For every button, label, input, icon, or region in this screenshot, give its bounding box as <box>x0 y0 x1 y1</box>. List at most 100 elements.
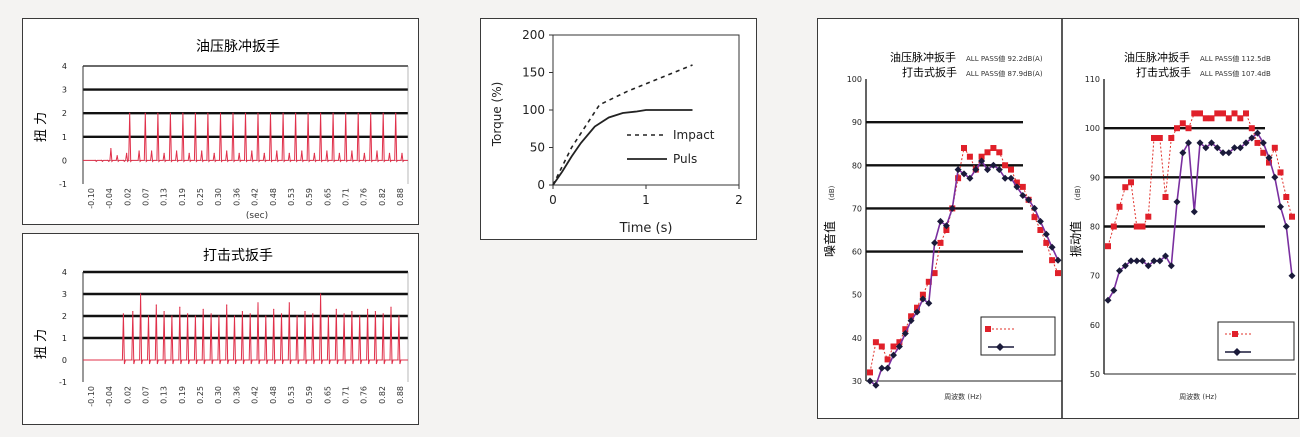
pulse-peak-point <box>282 112 284 114</box>
y-tick-label: 0 <box>62 356 67 365</box>
vibration-legend-name-2: 打击式扳手 <box>1136 65 1191 79</box>
y-axis-label: Torque (%) <box>490 82 504 148</box>
vibration-y-axis-label: 振动值 <box>1068 221 1083 257</box>
black-series-point <box>1173 198 1181 206</box>
pulse-peak-point <box>233 315 236 317</box>
pulse-peak-point <box>367 308 369 310</box>
oil-pulse-chart: 油压脉冲扳手 扭 力 4 3 2 1 0 -1 -0.10 -0.04 0.02 0.07 0.1… <box>34 39 409 221</box>
x-ticks: -0.10 -0.04 0.02 0.07 0.13 0.19 0.25 0.30 0.36 0.… <box>87 386 405 407</box>
pulse-peak-point <box>100 159 103 161</box>
black-series-point <box>872 381 880 389</box>
red-series-point <box>1168 135 1175 141</box>
red-series-point <box>1008 166 1014 173</box>
pulse-peak-point <box>176 150 178 152</box>
black-series-point <box>984 166 991 174</box>
x-tick-label: 0.30 <box>214 386 223 404</box>
pulse-peak-point <box>359 315 361 317</box>
x-tick-label: -0.10 <box>87 386 96 407</box>
y-tick-label: 3 <box>62 86 67 95</box>
x-tick-label: 0.36 <box>232 188 241 206</box>
pulse-peak-point <box>390 306 392 308</box>
black-series-point <box>1007 174 1015 182</box>
puls-series-line <box>552 109 693 186</box>
black-series-point <box>1265 154 1273 162</box>
y-tick-label: 0 <box>62 156 67 165</box>
red-series-point <box>1191 110 1198 117</box>
pulse-peak-point <box>116 155 118 157</box>
pulse-series-line <box>83 113 408 163</box>
red-series-point <box>925 278 932 285</box>
vibration-legend-red-marker <box>1232 331 1238 337</box>
black-series-point <box>1259 139 1267 147</box>
pulse-peak-point <box>226 304 228 306</box>
red-series-point <box>1174 125 1180 132</box>
pulse-peak-point <box>320 112 322 114</box>
black-series-point <box>1277 203 1284 211</box>
red-series-point <box>1254 139 1261 146</box>
pulse-peak-point <box>304 311 306 313</box>
red-series-point <box>890 343 897 350</box>
black-series-point <box>1116 267 1123 275</box>
y-tick-label: -1 <box>59 378 67 387</box>
pulse-peak-point <box>138 150 140 152</box>
pulse-peak-point <box>320 293 322 295</box>
black-series-point <box>1225 149 1233 157</box>
black-series-point <box>1013 183 1021 191</box>
black-series-point <box>931 239 939 247</box>
pulse-peak-point <box>382 112 384 114</box>
noise-vibration-panel: 油压脉冲扳手 ALL PASS値 92.2dB(A) 打击式扳手 ALL PAS… <box>817 18 1299 419</box>
noise-y-axis-label: 噪音值 <box>822 221 837 257</box>
black-series-point <box>1213 144 1221 152</box>
y-tick-label: 2 <box>62 109 67 118</box>
red-series-point <box>984 149 991 156</box>
pulse-peak-point <box>207 112 209 114</box>
black-series-point <box>1190 208 1198 216</box>
pulse-peak-point <box>307 112 309 114</box>
black-series-point <box>995 166 1003 174</box>
red-series-point <box>1289 213 1295 220</box>
red-series-point <box>1214 110 1221 117</box>
red-series-point <box>1116 203 1123 210</box>
x-tick-label: 0.48 <box>269 188 278 206</box>
pulse-peak-point <box>388 152 391 154</box>
x-ticks: -0.10 -0.04 0.02 0.07 0.13 0.19 0.25 0.30 0.36 0.… <box>87 188 405 209</box>
red-series-point <box>1133 223 1140 230</box>
black-series-point <box>937 217 944 225</box>
x-tick-label: 2 <box>735 193 743 207</box>
y-tick-label: 100 <box>1085 124 1100 133</box>
red-series-point <box>867 369 873 376</box>
black-series-point <box>925 299 933 307</box>
pulse-peak-point <box>327 315 329 317</box>
black-series-point <box>1167 262 1175 270</box>
black-series-point <box>890 351 897 359</box>
black-series-point <box>966 174 974 182</box>
series-group <box>83 112 408 163</box>
y-tick-label: 60 <box>1090 321 1100 330</box>
y-tick-label: 70 <box>1090 272 1100 281</box>
pulse-peak-point <box>232 112 234 114</box>
red-series-point <box>1185 125 1192 132</box>
vibration-legend-value-2: ALL PASS値 107.4dB <box>1200 69 1271 78</box>
y-axis-label: 扭 力 <box>34 329 49 359</box>
black-series-point <box>901 330 909 337</box>
pulse-peak-point <box>280 313 283 315</box>
black-series-point <box>1179 149 1187 157</box>
noise-legend-value-1: ALL PASS値 92.2dB(A) <box>966 54 1043 63</box>
x-tick-label: 0.82 <box>378 386 387 404</box>
pulse-peak-point <box>157 112 159 114</box>
y-tick-label: 40 <box>852 334 862 343</box>
x-tick-label: 0.71 <box>341 386 350 404</box>
pulse-peak-point <box>163 152 165 154</box>
legend-puls-label: Puls <box>673 152 697 166</box>
red-series-point <box>961 145 967 151</box>
x-tick-label: 0.13 <box>160 188 169 206</box>
red-series-point <box>1110 223 1117 230</box>
vibration-legend-name-1: 油压脉冲扳手 <box>1124 50 1190 64</box>
red-series-point <box>1162 194 1169 200</box>
x-tick-label: 0.53 <box>287 386 296 404</box>
red-series-point <box>872 339 879 346</box>
y-tick-label: 30 <box>852 377 862 386</box>
pulse-peak-point <box>296 315 298 317</box>
series-group <box>552 64 693 186</box>
pulse-peak-point <box>370 112 372 114</box>
